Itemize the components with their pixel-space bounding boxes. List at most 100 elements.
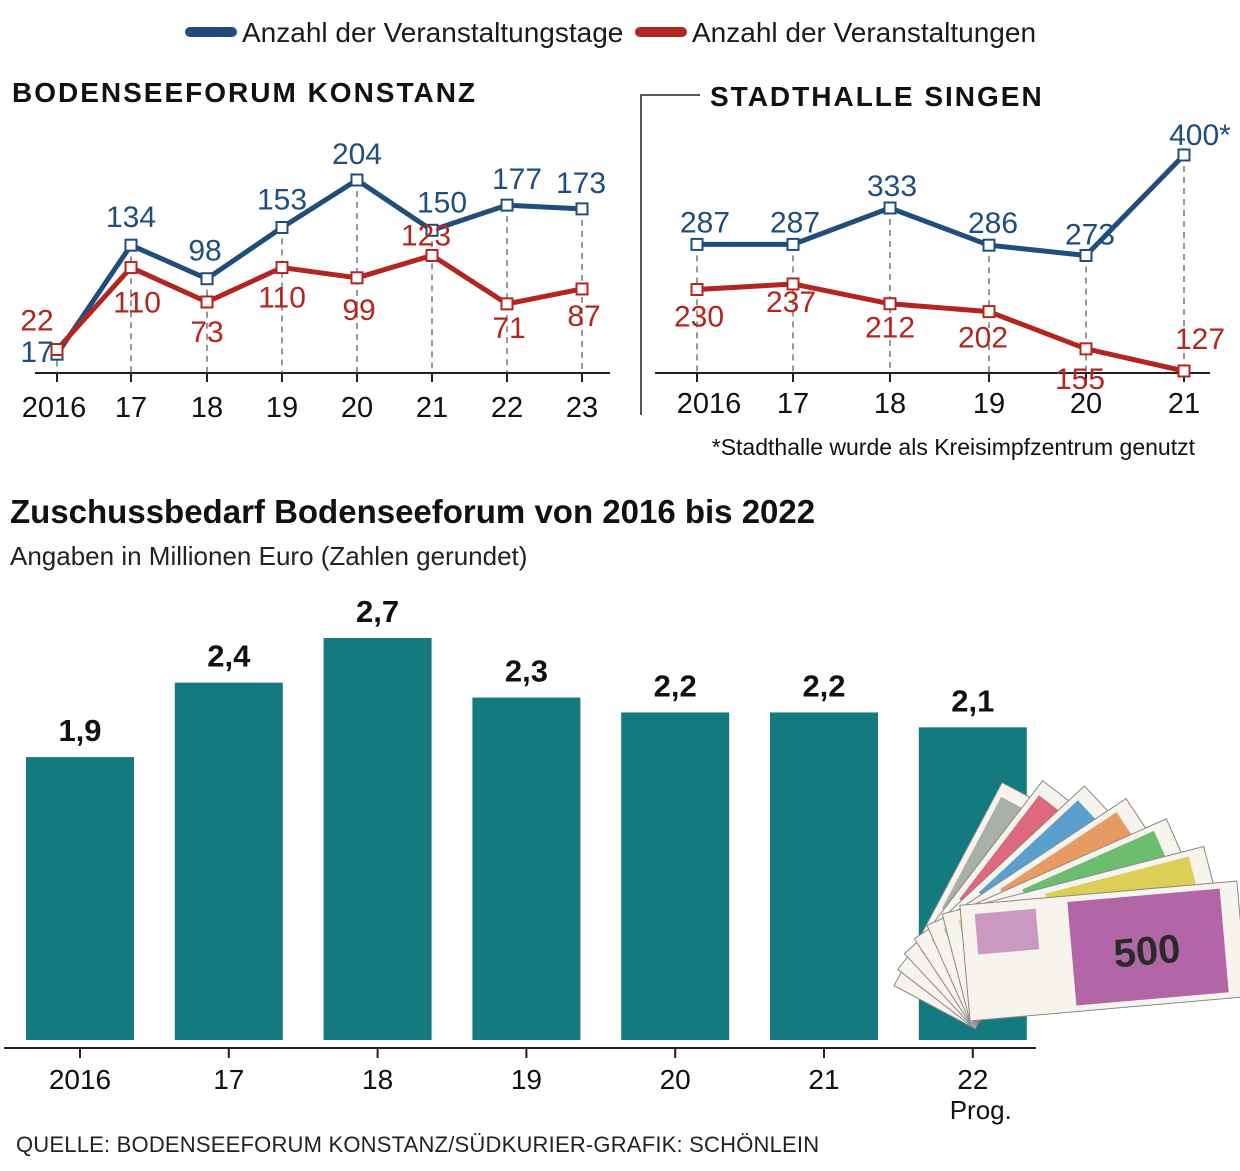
chart3-value-label: 2,2 (654, 668, 697, 703)
chart2-point (1079, 342, 1093, 356)
chart2-point (1177, 364, 1191, 378)
chart2-data-label: 202 (958, 322, 1008, 355)
chart1-x-tick-label: 20 (341, 392, 373, 424)
chart1-data-label: 99 (342, 294, 375, 327)
chart2-series-line-2 (696, 281, 1185, 374)
chart1-data-label: 123 (401, 219, 451, 252)
chart1-point (425, 223, 439, 237)
chart3-value-label: 2,1 (951, 683, 994, 718)
chart3-x-tick-label: 2016 (49, 1064, 111, 1095)
chart3-x-tick-label: 22 (957, 1064, 988, 1095)
chart2-x-tick-label: 17 (777, 388, 809, 420)
chart2-point (1079, 248, 1093, 262)
chart3-x-tick-label: 21 (808, 1064, 839, 1095)
chart2-x-tick-label: 2016 (677, 388, 742, 420)
chart3-bar (472, 697, 581, 1040)
chart1-point (200, 272, 214, 286)
source-note: QUELLE: BODENSEEFORUM KONSTANZ/SÜDKURIER… (16, 1132, 820, 1157)
chart1-data-label: 110 (258, 282, 306, 315)
chart1-data-label: 110 (113, 287, 161, 320)
banknote-denomination: 500 (1112, 927, 1182, 977)
chart3-bar (26, 757, 134, 1040)
banknote: 500 (959, 880, 1240, 1022)
chart1-data-label: 73 (190, 316, 223, 349)
chart2-point (690, 283, 704, 296)
legend-label-2: Anzahl der Veranstaltungen (692, 17, 1036, 48)
chart1-x-tick-label: 21 (416, 392, 448, 424)
chart3-subtitle: Angaben in Millionen Euro (Zahlen gerund… (10, 541, 527, 571)
chart2-data-label: 286 (968, 207, 1018, 240)
chart1-x-tick-label: 18 (191, 392, 223, 424)
chart1-point (500, 198, 514, 212)
chart2-point (982, 305, 996, 319)
legend-label-1: Anzahl der Veranstaltungstage (242, 17, 623, 48)
chart1-data-label: 134 (106, 201, 156, 234)
chart1-data-label: 204 (332, 138, 382, 171)
chart2-point (883, 201, 897, 215)
chart1-point (124, 238, 138, 252)
chart3-value-label: 1,9 (58, 713, 101, 748)
chart1-point (425, 248, 439, 262)
chart3-bar (770, 712, 878, 1040)
chart2-data-label: 237 (766, 286, 816, 319)
chart1-point (200, 295, 214, 309)
chart3-value-label: 2,7 (356, 594, 399, 629)
chart1-series-line-2 (55, 252, 583, 352)
chart1-data-label: 22 (20, 305, 53, 338)
chart2-footnote: *Stadthalle wurde als Kreisimpfzentrum g… (712, 434, 1196, 460)
chart2-point (786, 237, 800, 251)
chart1-data-label: 173 (556, 167, 606, 200)
chart1-point (575, 202, 589, 216)
chart1-data-label: 87 (567, 300, 600, 333)
chart1-title: BODENSEEFORUM KONSTANZ (12, 77, 477, 108)
chart1-x-tick-label: 22 (491, 392, 523, 424)
chart2-frame (640, 94, 700, 415)
chart2-point (1177, 148, 1191, 162)
banknote-corner (974, 908, 1040, 955)
chart3-value-label: 2,3 (505, 654, 548, 689)
chart1-x-tick-label: 19 (266, 392, 298, 424)
chart2-x-tick-label: 20 (1070, 388, 1102, 420)
chart2-data-label: 230 (674, 301, 724, 334)
chart1-point (500, 297, 514, 311)
chart1-point (275, 261, 289, 275)
chart1-point (275, 221, 289, 234)
chart2-point (982, 238, 996, 252)
chart3-title: Zuschussbedarf Bodenseeforum von 2016 bi… (10, 493, 815, 530)
chart1-data-label: 17 (20, 336, 53, 369)
chart1-data-label: 153 (257, 184, 307, 217)
chart2-point (883, 297, 897, 311)
chart3-bar (621, 712, 730, 1040)
chart3-value-label: 2,4 (207, 639, 251, 674)
chart3-bar (323, 638, 432, 1040)
chart2-series-line-1 (697, 153, 1186, 258)
chart2-data-label: 400* (1169, 119, 1231, 152)
chart2-data-label: 212 (865, 312, 915, 345)
chart3-x-tick-note: Prog. (950, 1095, 1012, 1125)
chart1-point (350, 173, 364, 187)
chart2-title: STADTHALLE SINGEN (710, 81, 1044, 112)
chart1-x-tick-label: 17 (115, 392, 147, 424)
chart1-point (50, 343, 64, 357)
chart3-x-tick-label: 20 (660, 1064, 691, 1095)
chart1-x-tick-label: 23 (566, 392, 598, 424)
chart1-point (124, 261, 138, 275)
chart2-x-tick-label: 21 (1168, 388, 1200, 420)
chart3-bar (174, 682, 283, 1040)
chart3-x-tick-label: 19 (511, 1064, 542, 1095)
chart1-point (350, 271, 364, 285)
chart2-data-label: 333 (867, 170, 917, 203)
chart2-data-label: 127 (1175, 323, 1225, 356)
chart1-x-tick-label: 2016 (22, 392, 87, 424)
chart1-data-label: 150 (417, 186, 467, 219)
chart3-x-tick-label: 17 (213, 1064, 244, 1095)
chart2-data-label: 287 (770, 206, 820, 239)
chart3-x-tick-label: 18 (362, 1064, 393, 1095)
chart2-point (786, 277, 800, 291)
chart1-series-line-1 (54, 177, 583, 356)
chart1-data-label: 71 (492, 312, 525, 345)
chart1-data-label: 177 (492, 163, 542, 196)
chart2-data-label: 273 (1065, 218, 1115, 251)
chart2-data-label: 155 (1055, 363, 1105, 396)
